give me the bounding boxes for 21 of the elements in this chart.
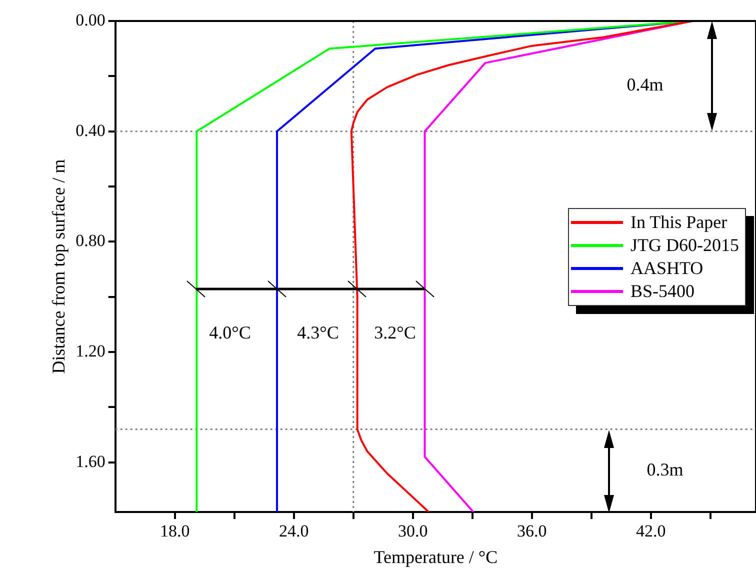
y-tick-label: 1.60 [76,452,106,471]
x-tick-label: 42.0 [636,522,666,541]
y-tick-label: 1.20 [76,341,106,360]
legend-label: AASHTO [630,256,704,280]
annotation: 4.0°C [209,322,251,344]
x-tick-label: 24.0 [278,522,309,541]
y-axis-title: Distance from top surface / m [48,159,69,374]
legend-label: In This Paper [630,210,728,234]
annotation: 0.4m [626,74,664,96]
annotation: 4.3°C [297,322,339,344]
x-tick-label: 18.0 [160,522,190,541]
x-axis-title: Temperature / °C [374,546,498,567]
legend-label: JTG D60-2015 [630,234,739,257]
legend-label: BS-5400 [630,280,695,303]
annotation: 0.3m [646,460,684,480]
y-tick-label: 0.40 [76,120,106,140]
y-tick-label: 0.00 [76,10,106,30]
x-tick-label: 30.0 [398,522,428,541]
annotation: 3.2°C [374,322,416,344]
y-tick-label: 0.80 [76,231,106,250]
x-tick-label: 36.0 [516,522,547,541]
